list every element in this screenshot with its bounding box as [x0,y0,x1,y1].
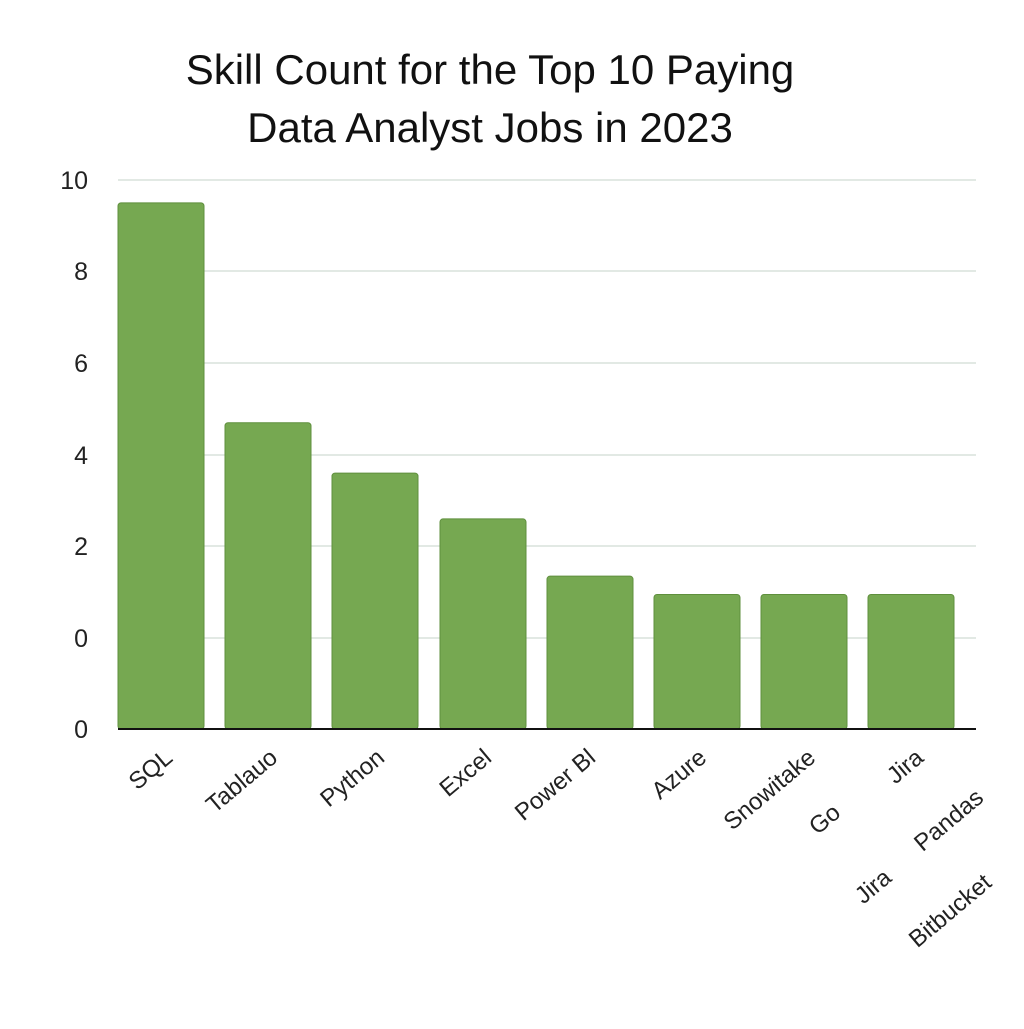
x-tick-label-power-bl: Power Bl [510,744,601,826]
x-tick-label-tablauo: Tablauo [201,744,283,819]
y-tick-label-3: 4 [74,442,88,470]
x-tick-label-azure: Azure [646,744,711,805]
chart-title-line-2: Data Analyst Jobs in 2023 [247,104,733,151]
bars-layer [117,202,955,730]
chart-title-line-1: Skill Count for the Top 10 Paying [185,46,795,93]
y-tick-label-2: 2 [74,533,88,561]
bar-azure [653,593,741,730]
x-tick-label-sql: SQL [124,744,178,796]
bar-tablauo [224,422,312,730]
bar-sql [117,202,205,730]
x-tick-label-excel: Excel [435,744,497,802]
x-tick-label-python: Python [315,744,390,813]
y-tick-label-6: 10 [60,167,88,195]
x-extra-label-jira-2: Jira [850,863,897,909]
x-extra-label-go-0: Go [804,799,846,840]
x-extra-label-pandas-1: Pandas [909,784,989,857]
bar-excel [439,518,527,730]
bar-jira [867,593,955,730]
bar-snowitake [760,593,848,730]
x-tick-label-jira: Jira [882,743,929,789]
bar-python [331,472,419,730]
x-extra-label-bitbucket-3: Bitbucket [904,869,997,953]
y-tick-label-0: 0 [74,716,88,744]
y-tick-label-4: 6 [74,350,88,378]
bar-power-bl [546,575,634,730]
y-tick-label-1: 0 [74,625,88,653]
y-tick-label-5: 8 [74,258,88,286]
